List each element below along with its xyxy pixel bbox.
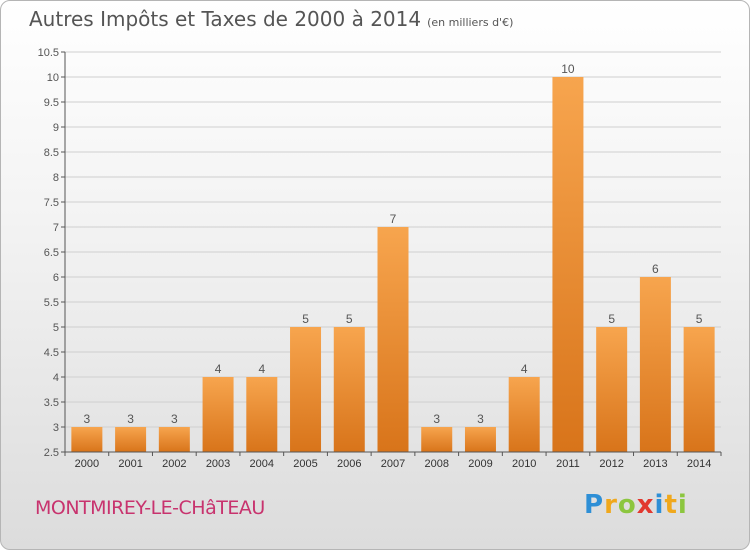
data-label: 5 (346, 312, 353, 326)
bar (290, 327, 322, 452)
bar (115, 427, 147, 452)
y-tick-label: 3.5 (44, 397, 59, 409)
data-label: 5 (302, 312, 309, 326)
x-tick-label: 2008 (424, 458, 448, 470)
logo-letter: i (677, 490, 688, 520)
x-tick-label: 2011 (556, 458, 580, 470)
y-tick-label: 3 (53, 422, 59, 434)
data-label: 3 (433, 412, 440, 426)
bar (464, 427, 496, 452)
logo-letter: t (664, 490, 678, 520)
x-tick-label: 2013 (643, 458, 667, 470)
chart-title-text: Autres Impôts et Taxes de 2000 à 2014 (29, 7, 422, 31)
x-tick-label: 2004 (250, 458, 274, 470)
y-tick-label: 4.5 (44, 347, 59, 359)
y-tick-label: 9.5 (44, 97, 59, 109)
y-tick-label: 8.5 (44, 147, 59, 159)
logo-letter: P (584, 490, 605, 520)
data-label: 3 (84, 412, 91, 426)
bar (377, 227, 409, 452)
x-tick-label: 2006 (337, 458, 361, 470)
place-name: MONTMIREY-LE-CHâTEAU (35, 497, 265, 519)
y-tick-label: 2.5 (44, 447, 59, 459)
y-tick-label: 9 (53, 122, 59, 134)
bar (202, 377, 234, 452)
bar (333, 327, 365, 452)
x-tick-label: 2007 (381, 458, 405, 470)
data-label: 5 (608, 312, 615, 326)
bar (246, 377, 278, 452)
logo-letter: i (654, 490, 665, 520)
data-label: 10 (561, 62, 575, 76)
data-label: 6 (652, 262, 659, 276)
x-tick-label: 2003 (206, 458, 230, 470)
bar (552, 77, 584, 452)
logo-letter: o (617, 490, 637, 520)
y-tick-label: 8 (53, 172, 59, 184)
y-tick-label: 10 (47, 72, 59, 84)
chart-unit: (en milliers d'€) (427, 16, 514, 29)
data-label: 4 (258, 362, 265, 376)
data-label: 3 (171, 412, 178, 426)
x-tick-label: 2010 (512, 458, 536, 470)
y-tick-label: 4 (53, 372, 59, 384)
x-tick-label: 2002 (162, 458, 186, 470)
y-tick-label: 5.5 (44, 297, 59, 309)
data-label: 4 (521, 362, 528, 376)
data-label: 5 (696, 312, 703, 326)
bar (71, 427, 103, 452)
x-tick-label: 2009 (468, 458, 492, 470)
chart-title: Autres Impôts et Taxes de 2000 à 2014 (en… (29, 7, 513, 31)
y-tick-label: 5 (53, 322, 59, 334)
bar (508, 377, 540, 452)
y-tick-label: 10.5 (38, 47, 59, 59)
data-label: 3 (127, 412, 134, 426)
logo-letter: x (636, 490, 655, 520)
y-tick-label: 6.5 (44, 247, 59, 259)
data-label: 7 (390, 212, 397, 226)
y-tick-label: 6 (53, 272, 59, 284)
x-tick-label: 2014 (687, 458, 711, 470)
x-tick-label: 2001 (118, 458, 142, 470)
proxiti-logo: Proxiti (584, 490, 688, 520)
x-tick-label: 2000 (75, 458, 99, 470)
x-tick-label: 2005 (293, 458, 317, 470)
bar (421, 427, 453, 452)
y-tick-label: 7.5 (44, 197, 59, 209)
bar (639, 277, 671, 452)
bar (596, 327, 628, 452)
bar (158, 427, 190, 452)
data-label: 4 (215, 362, 222, 376)
logo-letter: r (604, 490, 618, 520)
bar (683, 327, 715, 452)
data-label: 3 (477, 412, 484, 426)
y-tick-label: 7 (53, 222, 59, 234)
x-tick-label: 2012 (599, 458, 623, 470)
